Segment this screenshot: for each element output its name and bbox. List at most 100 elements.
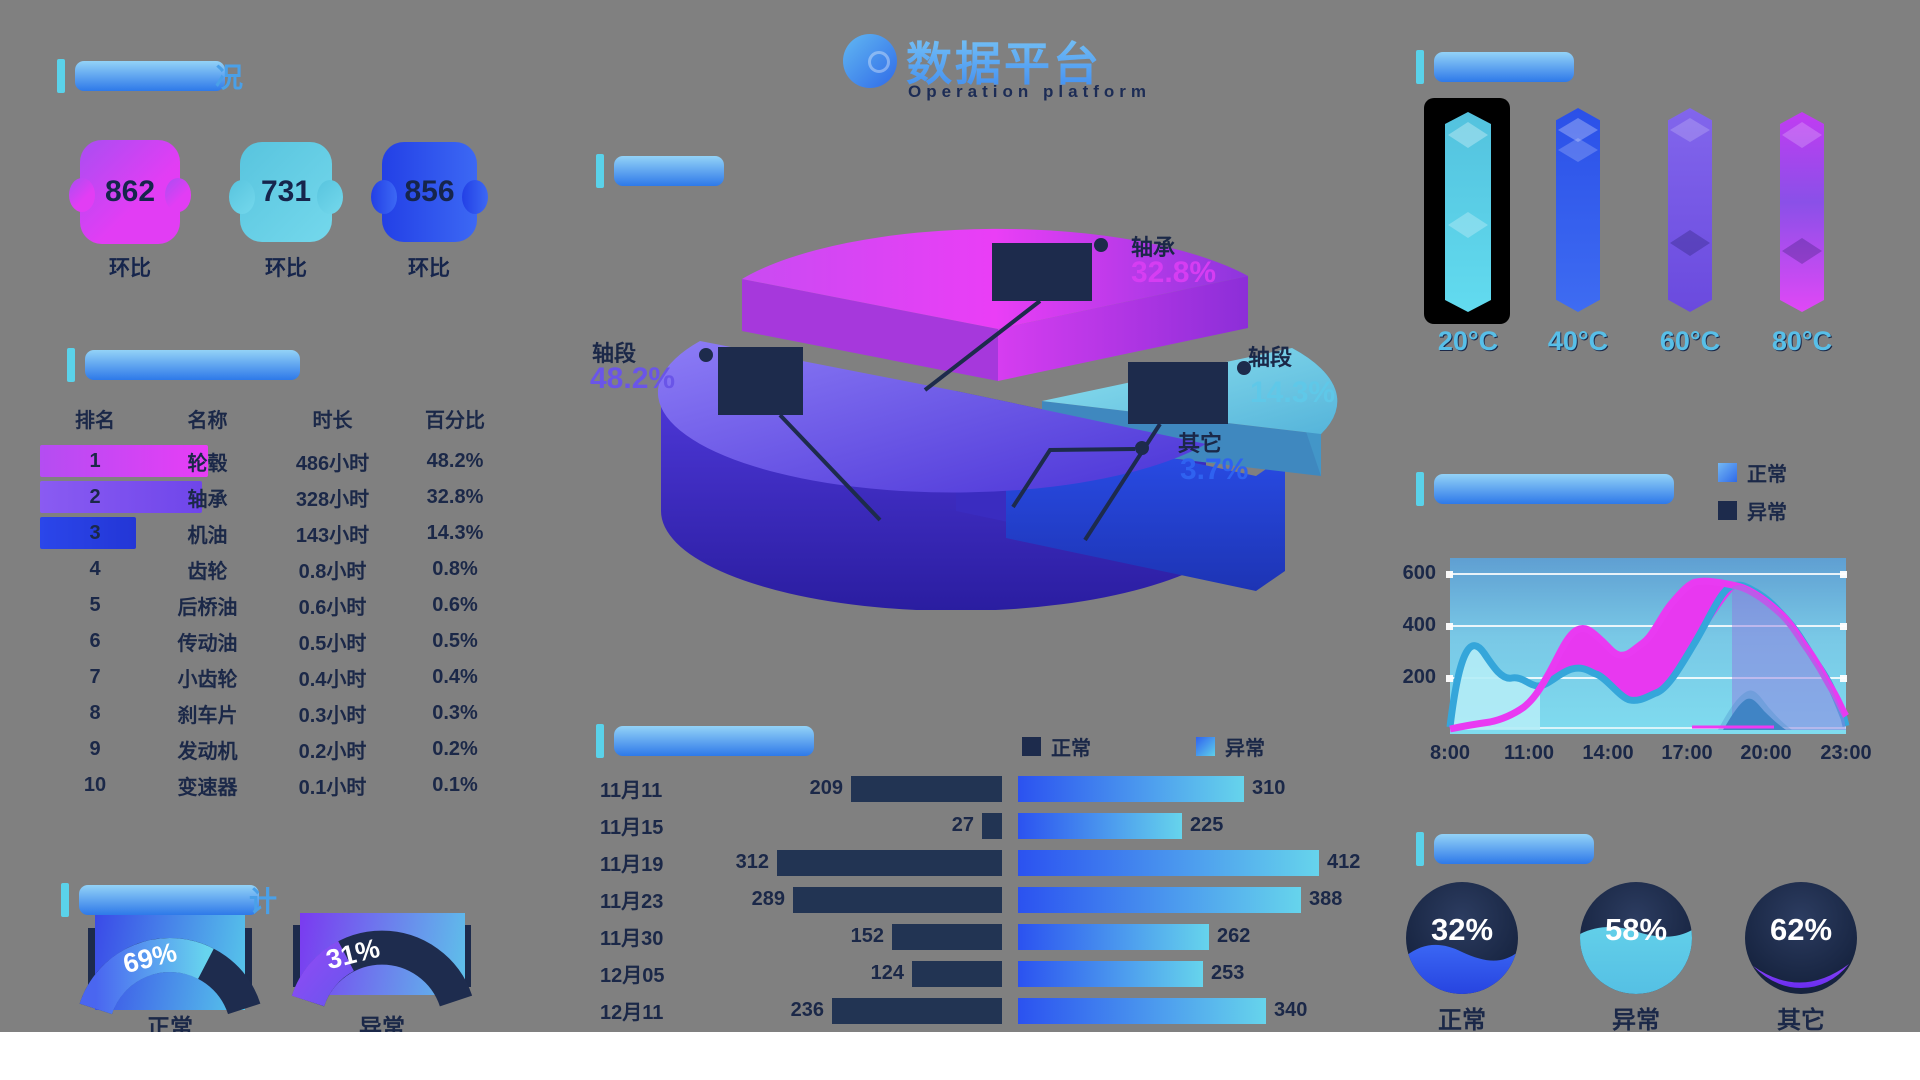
tornado-right-zone: 225 xyxy=(1018,812,1224,839)
legend-label: 异常 xyxy=(1225,738,1265,760)
tornado-row: 11月15 27 225 xyxy=(600,807,1380,844)
area-fill-dome xyxy=(1732,585,1846,730)
tornado-legend-normal: 正常 xyxy=(1022,732,1091,761)
temp-label: 60°C xyxy=(1659,326,1721,356)
legend-swatch-dark xyxy=(1718,501,1737,520)
callout-line xyxy=(778,413,882,522)
table-row: 5 后桥油 0.6小时 0.6% xyxy=(40,587,520,623)
circle-label: 其它 xyxy=(1777,1007,1825,1034)
wave-cyan xyxy=(1580,927,1692,994)
tornado-left-bar xyxy=(793,886,1002,913)
cell-pct: 0.5% xyxy=(432,629,478,652)
temp-bar-20 xyxy=(1445,112,1491,312)
cell-pct: 48.2% xyxy=(426,449,484,472)
gauge-arc-1 xyxy=(79,938,261,1015)
header-fragment: 计 xyxy=(249,886,278,917)
tornado-right-value: 253 xyxy=(1211,962,1245,984)
cell-rank: 4 xyxy=(89,557,101,580)
cell-name: 刹车片 xyxy=(177,704,238,727)
cell-pct: 0.1% xyxy=(432,773,478,796)
tornado-left-bar xyxy=(832,997,1002,1024)
tornado-right-bar xyxy=(1018,849,1319,876)
section-header-tornado xyxy=(596,724,814,758)
liquid-circle-normal: 32% xyxy=(1406,882,1518,994)
tornado-right-bar xyxy=(1018,923,1209,950)
area-legend-normal: 正常 xyxy=(1718,458,1787,487)
header-capsule xyxy=(614,726,814,756)
table-row: 1 轮毂 486小时 48.2% xyxy=(40,443,520,479)
pie-label-pct: 14.3% xyxy=(1250,376,1336,409)
header-accent-bar xyxy=(67,348,75,382)
x-tick: 8:00 xyxy=(1429,742,1471,764)
cell-name: 机油 xyxy=(187,524,228,547)
tornado-left-zone: 312 xyxy=(680,849,1002,876)
tornado-left-zone: 27 xyxy=(680,812,1002,839)
pie-label-pct: 3.7% xyxy=(1180,453,1249,486)
pie-label-name: 轴承 xyxy=(1131,235,1176,260)
tornado-left-value: 27 xyxy=(951,814,974,836)
header-capsule xyxy=(1434,834,1594,864)
header-accent-bar xyxy=(1416,50,1424,84)
circle-value: 32% xyxy=(1430,912,1494,947)
stat-value: 856 xyxy=(404,175,455,208)
cell-rank: 7 xyxy=(89,665,101,688)
stat-value: 862 xyxy=(104,175,156,208)
temp-bar-60 xyxy=(1668,108,1712,312)
pie-slice-magenta-side-left xyxy=(742,279,998,381)
tornado-left-zone: 209 xyxy=(680,775,1002,802)
section-header-area xyxy=(1416,472,1674,506)
table-row: 10 变速器 0.1小时 0.1% xyxy=(40,767,520,803)
section-header-circles xyxy=(1416,832,1594,866)
stat-blob-3: 856 xyxy=(371,142,488,242)
tornado-right-zone: 412 xyxy=(1018,849,1361,876)
callout-dot xyxy=(1094,238,1108,252)
section-header-temps xyxy=(1416,50,1574,84)
x-tick: 20:00 xyxy=(1740,742,1792,764)
liquid-circle-other: 62% xyxy=(1745,882,1857,994)
pie-label-pct: 32.8% xyxy=(1131,256,1217,289)
col-header-name: 名称 xyxy=(187,410,228,432)
tornado-left-bar xyxy=(851,775,1002,802)
cell-time: 328小时 xyxy=(295,488,370,511)
callout-dot xyxy=(1135,441,1149,455)
tornado-left-bar xyxy=(777,849,1002,876)
pie-slice-cyan-chord xyxy=(1042,401,1321,476)
circle-label: 异常 xyxy=(1612,1007,1660,1034)
tornado-row: 11月23 289 388 xyxy=(600,881,1380,918)
table-row: 3 机油 143小时 14.3% xyxy=(40,515,520,551)
cell-time: 0.3小时 xyxy=(298,704,367,727)
y-tick: 200 xyxy=(1402,666,1436,688)
x-tick: 11:00 xyxy=(1503,742,1555,764)
header-capsule xyxy=(79,885,259,915)
stat-blob-2: 731 xyxy=(229,142,343,242)
cell-rank: 2 xyxy=(89,485,101,508)
table-row: 4 齿轮 0.8小时 0.8% xyxy=(40,551,520,587)
bottom-white-strip xyxy=(0,1032,1920,1080)
tornado-right-value: 225 xyxy=(1190,814,1224,836)
tornado-right-bar xyxy=(1018,775,1244,802)
tornado-right-zone: 388 xyxy=(1018,886,1342,913)
cell-pct: 32.8% xyxy=(426,485,484,508)
ranking-table: 排名 名称 时长 百分比 1 轮毂 486小时 48.2% 2 轴承 328小时… xyxy=(40,404,520,803)
tornado-row: 11月11 209 310 xyxy=(600,770,1380,807)
cell-time: 0.1小时 xyxy=(298,776,367,799)
tornado-left-bar xyxy=(892,923,1002,950)
wave-purple xyxy=(1753,964,1849,988)
pie-label-name: 轴段 xyxy=(1248,345,1293,370)
edge-markers xyxy=(1446,571,1847,682)
stat-value: 731 xyxy=(260,175,312,208)
header-capsule xyxy=(614,156,724,186)
tornado-left-value: 152 xyxy=(850,925,884,947)
temp-bar-40 xyxy=(1556,108,1600,312)
cell-name: 变速器 xyxy=(177,776,238,799)
callout-line xyxy=(923,299,1042,392)
tornado-right-value: 412 xyxy=(1327,851,1361,873)
cell-rank: 5 xyxy=(89,593,101,616)
rank-badge xyxy=(40,517,136,549)
header-accent-bar xyxy=(596,724,604,758)
tornado-right-bar xyxy=(1018,960,1203,987)
rank-badge xyxy=(40,445,208,477)
tornado-date: 12月11 xyxy=(600,1002,664,1024)
col-header-time: 时长 xyxy=(312,410,353,432)
cell-name: 发动机 xyxy=(177,740,238,763)
